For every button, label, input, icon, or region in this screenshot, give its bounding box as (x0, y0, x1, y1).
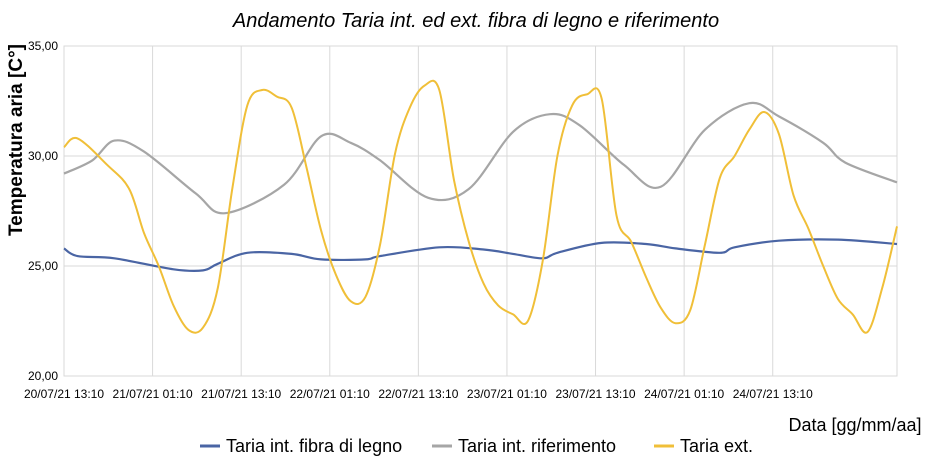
x-axis-ticks: 20/07/21 13:10 21/07/21 01:10 21/07/21 13:… (24, 387, 813, 401)
y-axis-ticks: 20,00 25,00 30,00 35,00 (28, 39, 58, 383)
plot-area (63, 45, 898, 377)
y-tick-label: 30,00 (28, 149, 58, 163)
chart-title: Andamento Taria int. ed ext. fibra di le… (232, 10, 719, 32)
x-tick-label: 23/07/21 01:10 (467, 387, 547, 401)
series-line-2 (63, 101, 898, 215)
x-tick-label: 21/07/21 13:10 (201, 387, 281, 401)
y-axis-label: Temperatura aria [C°] (6, 44, 27, 236)
x-tick-label: 21/07/21 01:10 (113, 387, 193, 401)
series-line-1 (63, 238, 898, 273)
series-lines (63, 79, 898, 334)
legend-label-2: Taria int. riferimento (458, 436, 616, 456)
y-tick-label: 20,00 (28, 369, 58, 383)
x-axis-label: Data [gg/mm/aa] (788, 415, 921, 435)
x-tick-label: 24/07/21 01:10 (644, 387, 724, 401)
x-tick-label: 22/07/21 01:10 (290, 387, 370, 401)
x-tick-label: 23/07/21 13:10 (556, 387, 636, 401)
y-tick-label: 35,00 (28, 39, 58, 53)
x-tick-label: 22/07/21 13:10 (378, 387, 458, 401)
x-tick-label: 20/07/21 13:10 (24, 387, 104, 401)
legend: Taria int. fibra di legno Taria int. rife… (200, 436, 753, 456)
series-line-3 (63, 79, 898, 334)
x-tick-label: 24/07/21 13:10 (733, 387, 813, 401)
legend-label-3: Taria ext. (680, 436, 753, 456)
grid (63, 45, 898, 377)
y-tick-label: 25,00 (28, 259, 58, 273)
legend-label-1: Taria int. fibra di legno (226, 436, 402, 456)
